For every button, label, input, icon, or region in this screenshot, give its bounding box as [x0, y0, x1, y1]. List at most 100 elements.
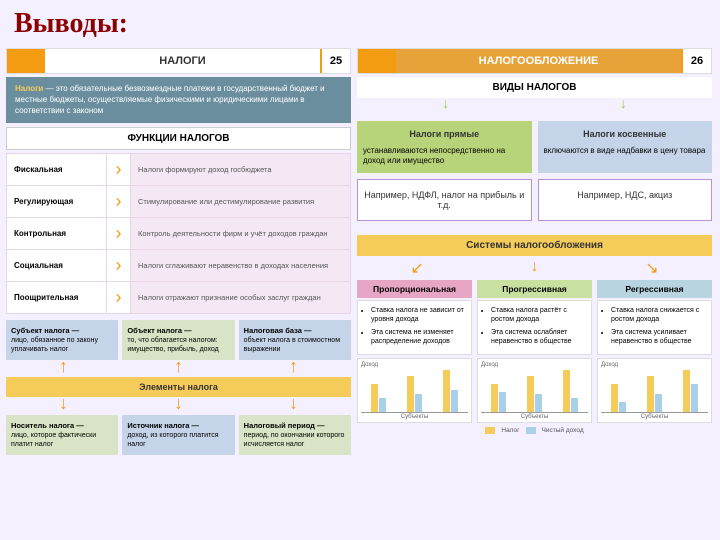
right-header: НАЛОГООБЛОЖЕНИЕ 26 [357, 48, 712, 74]
y-axis-label: Доход [601, 362, 708, 368]
function-desc: Налоги сглаживают неравенство в доходах … [131, 250, 351, 282]
function-name: Поощрительная [7, 282, 107, 314]
example-box: Например, НДФЛ, налог на прибыль и т.д. [357, 179, 532, 221]
function-desc: Налоги отражают признание особых заслуг … [131, 282, 351, 314]
y-axis-label: Доход [481, 362, 588, 368]
function-desc: Контроль деятельности фирм и учёт доходо… [131, 218, 351, 250]
element-box: Объект налога —то, что облагается налого… [122, 320, 234, 360]
function-name: Регулирующая [7, 186, 107, 218]
tax-types-row: Налоги прямыеустанавливаются непосредств… [357, 121, 712, 172]
right-column: НАЛОГООБЛОЖЕНИЕ 26 ВИДЫ НАЛОГОВ ↓↓ Налог… [357, 48, 712, 455]
bar-net [415, 394, 422, 412]
bar-net [499, 392, 506, 412]
element-box: Налоговый период —период, по окончании к… [239, 415, 351, 455]
x-axis-label: Субъекты [481, 414, 588, 420]
element-box: Субъект налога —лицо, обязанное по закон… [6, 320, 118, 360]
function-row: Фискальная › Налоги формируют доход госб… [7, 154, 351, 186]
bar-net [691, 384, 698, 412]
system-desc: Ставка налога снижается с ростом доходаЭ… [597, 300, 712, 356]
element-box: Налоговая база —объект налога в стоимост… [239, 320, 351, 360]
bar-group [407, 376, 422, 412]
element-box: Источник налога —доход, из которого плат… [122, 415, 234, 455]
type-arrows: ↓↓ [357, 98, 712, 109]
function-desc: Стимулирование или дестимулирование разв… [131, 186, 351, 218]
x-axis-label: Субъекты [361, 414, 468, 420]
tax-types-header: ВИДЫ НАЛОГОВ [357, 77, 712, 98]
system-column: Прогрессивная Ставка налога растёт с рос… [477, 280, 592, 424]
system-column: Пропорциональная Ставка налога не зависи… [357, 280, 472, 424]
bar-group [611, 384, 626, 412]
system-arrows: ↙↓↘ [357, 258, 712, 278]
function-row: Поощрительная › Налоги отражают признани… [7, 282, 351, 314]
system-column: Регрессивная Ставка налога снижается с р… [597, 280, 712, 424]
system-name: Регрессивная [597, 280, 712, 298]
arrow-icon: › [107, 186, 131, 218]
legend-swatch-tax [485, 427, 495, 434]
bar-net [379, 398, 386, 412]
arrow-icon: › [107, 154, 131, 186]
bar-net [535, 394, 542, 412]
function-name: Социальная [7, 250, 107, 282]
bar-group [683, 370, 698, 412]
system-chart: Доход Субъекты [477, 358, 592, 423]
bar-net [655, 394, 662, 412]
tax-type-box: Налоги косвенныевключаются в виде надбав… [538, 121, 713, 172]
chart-bars [601, 369, 708, 413]
bar-tax [491, 384, 498, 412]
arrow-icon: › [107, 250, 131, 282]
content-container: НАЛОГИ 25 Налоги — это обязательные безв… [0, 48, 720, 455]
legend-swatch-net [526, 427, 536, 434]
bar-group [371, 384, 386, 412]
y-axis-label: Доход [361, 362, 468, 368]
example-box: Например, НДС, акциз [538, 179, 713, 221]
bar-group [491, 384, 506, 412]
elements-row-1: Субъект налога —лицо, обязанное по закон… [6, 320, 351, 360]
bar-group [443, 370, 458, 412]
systems-row: Пропорциональная Ставка налога не зависи… [357, 280, 712, 424]
header-title-taxes: НАЛОГИ [45, 49, 320, 73]
header-stripe [7, 49, 45, 73]
functions-header: ФУНКЦИИ НАЛОГОВ [6, 127, 351, 150]
system-name: Пропорциональная [357, 280, 472, 298]
page-number-25: 25 [320, 49, 350, 73]
header-title-taxation: НАЛОГООБЛОЖЕНИЕ [396, 49, 681, 73]
arrow-icon: › [107, 218, 131, 250]
bar-net [571, 398, 578, 412]
definition-bold: Налоги [15, 84, 43, 93]
functions-table: Фискальная › Налоги формируют доход госб… [6, 153, 351, 314]
function-row: Контрольная › Контроль деятельности фирм… [7, 218, 351, 250]
element-box: Носитель налога —лицо, которое фактическ… [6, 415, 118, 455]
chart-legend: Налог Чистый доход [357, 427, 712, 434]
system-name: Прогрессивная [477, 280, 592, 298]
left-header: НАЛОГИ 25 [6, 48, 351, 74]
function-name: Фискальная [7, 154, 107, 186]
chart-bars [361, 369, 468, 413]
system-desc: Ставка налога не зависит от уровня доход… [357, 300, 472, 356]
tax-type-box: Налоги прямыеустанавливаются непосредств… [357, 121, 532, 172]
bar-group [647, 376, 662, 412]
chart-bars [481, 369, 588, 413]
arrows-down: ↓↓↓ [6, 397, 351, 410]
bar-group [563, 370, 578, 412]
examples-row: Например, НДФЛ, налог на прибыль и т.д.Н… [357, 179, 712, 221]
function-name: Контрольная [7, 218, 107, 250]
systems-header: Системы налогообложения [357, 235, 712, 256]
elements-row-2: Носитель налога —лицо, которое фактическ… [6, 415, 351, 455]
bar-tax [443, 370, 450, 412]
bar-tax [371, 384, 378, 412]
bar-tax [683, 370, 690, 412]
bar-tax [527, 376, 534, 412]
system-chart: Доход Субъекты [597, 358, 712, 423]
bar-net [451, 390, 458, 412]
x-axis-label: Субъекты [601, 414, 708, 420]
bar-tax [563, 370, 570, 412]
system-chart: Доход Субъекты [357, 358, 472, 423]
bar-tax [407, 376, 414, 412]
bar-tax [611, 384, 618, 412]
function-row: Регулирующая › Стимулирование или дестим… [7, 186, 351, 218]
function-row: Социальная › Налоги сглаживают неравенст… [7, 250, 351, 282]
bar-group [527, 376, 542, 412]
arrow-icon: › [107, 282, 131, 314]
left-column: НАЛОГИ 25 Налоги — это обязательные безв… [6, 48, 351, 455]
bar-net [619, 402, 626, 412]
